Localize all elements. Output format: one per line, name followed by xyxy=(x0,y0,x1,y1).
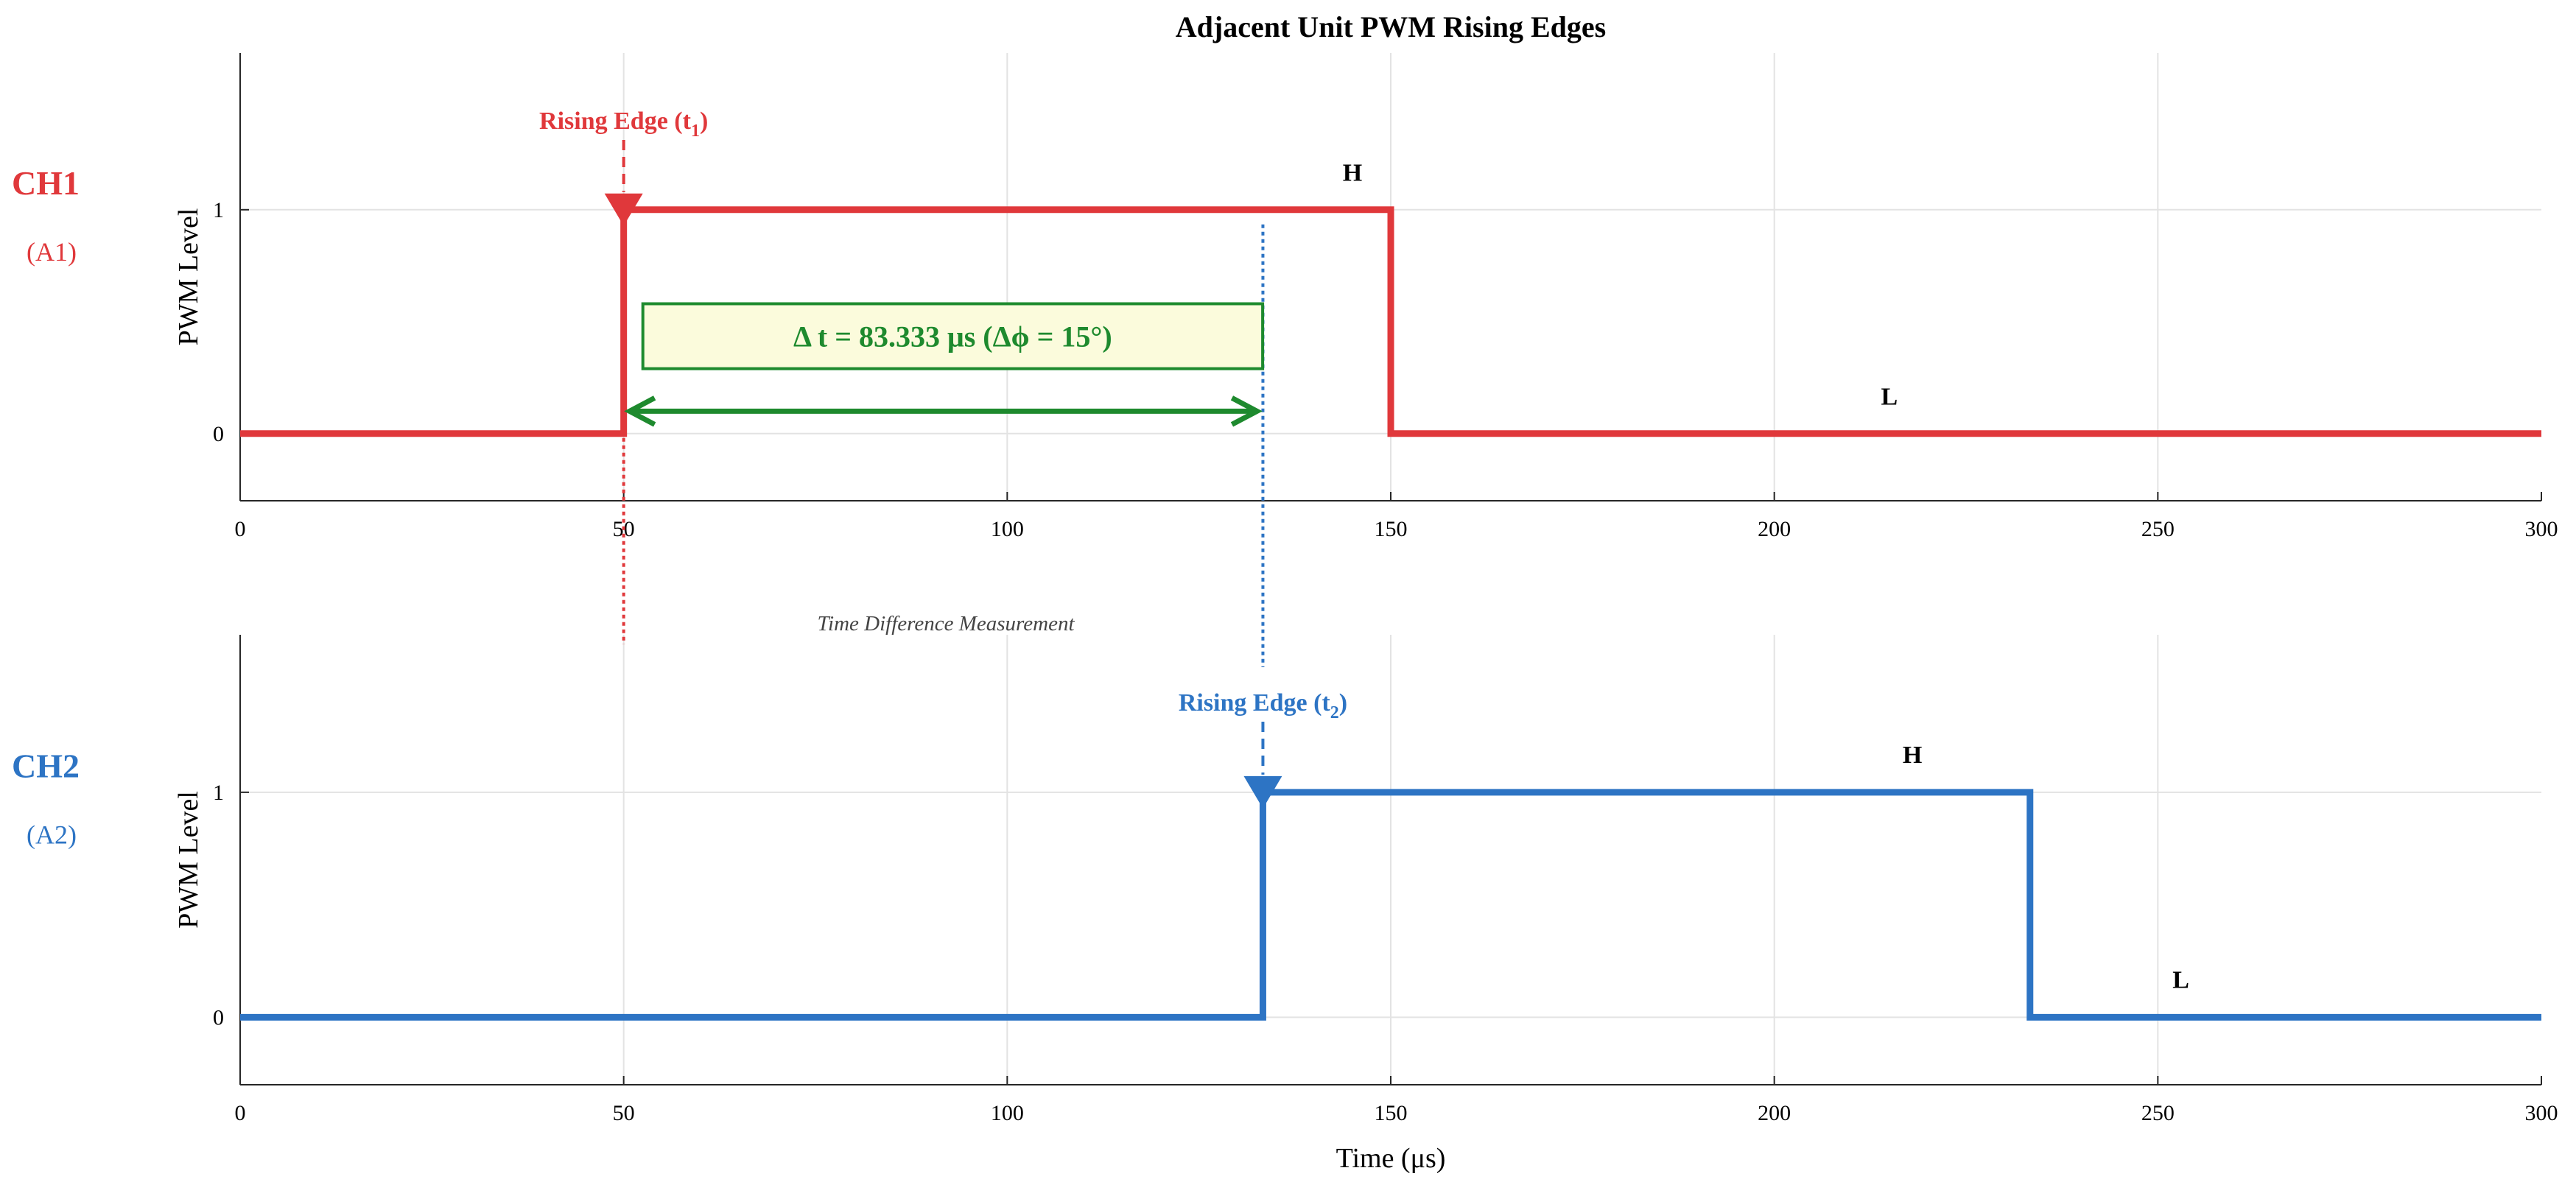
x-tick-label: 150 xyxy=(1375,1101,1408,1125)
rising-edge-arrow-icon xyxy=(604,193,643,226)
high-level-label: H xyxy=(1903,742,1922,769)
x-axis-label: Time (μs) xyxy=(1336,1143,1446,1174)
rising-edge-arrow-icon xyxy=(1243,775,1282,809)
y-tick-label: 0 xyxy=(213,1005,224,1030)
y-axis-label: PWM Level xyxy=(173,791,204,929)
x-tick-label: 250 xyxy=(2141,517,2175,541)
delta-annotation-text: Δ t = 83.333 μs (Δϕ = 15°) xyxy=(793,320,1112,353)
x-tick-label: 200 xyxy=(1758,517,1791,541)
channel-sub-label: (A1) xyxy=(27,237,77,267)
x-tick-label: 100 xyxy=(991,517,1024,541)
y-tick-label: 1 xyxy=(213,781,224,805)
low-level-label: L xyxy=(2172,967,2189,994)
pwm-waveform xyxy=(240,789,2541,1021)
high-level-label: H xyxy=(1343,159,1362,186)
x-tick-label: 300 xyxy=(2525,1101,2558,1125)
x-tick-label: 50 xyxy=(613,1101,635,1125)
delta-arrow-right-icon xyxy=(1230,395,1263,427)
x-tick-label: 100 xyxy=(991,1101,1024,1125)
x-tick-label: 200 xyxy=(1758,1101,1791,1125)
x-tick-label: 300 xyxy=(2525,517,2558,541)
low-level-label: L xyxy=(1881,383,1898,410)
y-tick-label: 0 xyxy=(213,422,224,446)
chart-title: Adjacent Unit PWM Rising Edges xyxy=(1176,10,1606,43)
x-tick-label: 0 xyxy=(235,517,246,541)
y-axis-label: PWM Level xyxy=(173,208,204,346)
overlay-layer: Δ t = 83.333 μs (Δϕ = 15°) Time Differenc… xyxy=(622,224,1265,667)
x-tick-label: 250 xyxy=(2141,1101,2175,1125)
channel-name: CH2 xyxy=(12,747,80,785)
measurement-caption: Time Difference Measurement xyxy=(818,612,1075,636)
rising-edge-label: Rising Edge (t1) xyxy=(539,108,708,141)
channel-name: CH1 xyxy=(12,164,80,202)
delta-arrow-left-icon xyxy=(624,395,656,427)
rising-edge-label: Rising Edge (t2) xyxy=(1179,689,1347,722)
x-tick-label: 0 xyxy=(235,1101,246,1125)
pwm-waveform xyxy=(240,206,2541,437)
channel-sub-label: (A2) xyxy=(27,820,77,850)
x-tick-label: 150 xyxy=(1375,517,1408,541)
y-tick-label: 1 xyxy=(213,198,224,222)
delta-annotation-box xyxy=(641,302,1265,370)
panel-ch2: 0 50 100 150 200 250 300 0 1 PWM Level CH2 (A2) H L Ri… xyxy=(12,635,2558,1125)
